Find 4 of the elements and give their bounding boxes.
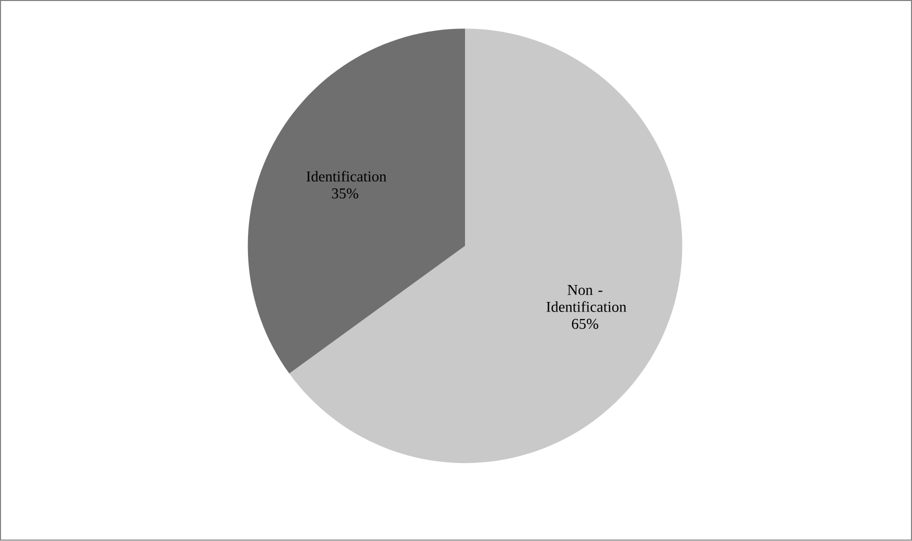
- data-label: 65%: [572, 319, 598, 330]
- data-label: 35%: [332, 188, 358, 199]
- slice-label: Non - Identification: [546, 285, 626, 312]
- slice-label: Identification: [306, 171, 386, 182]
